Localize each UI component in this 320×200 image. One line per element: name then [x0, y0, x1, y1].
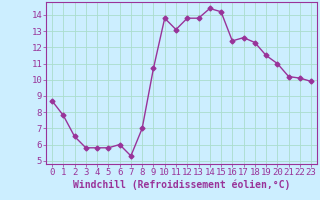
X-axis label: Windchill (Refroidissement éolien,°C): Windchill (Refroidissement éolien,°C) [73, 180, 290, 190]
